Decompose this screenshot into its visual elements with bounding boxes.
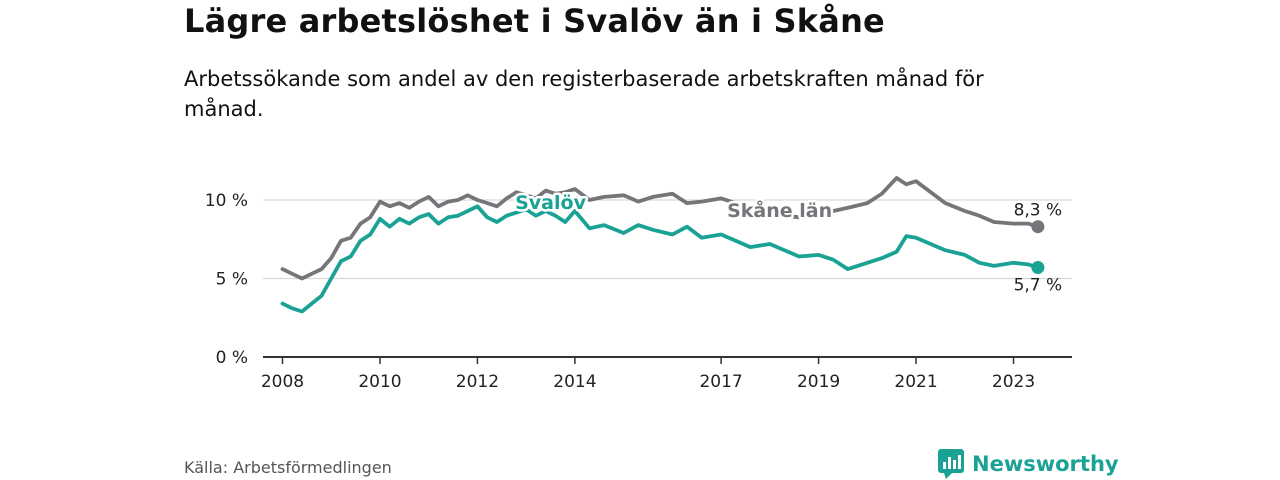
x-tick-label: 2012 — [456, 372, 499, 392]
x-tick-label: 2017 — [699, 372, 742, 392]
x-tick-label: 2023 — [992, 372, 1035, 392]
line-chart: 0 % 5 % 10 % 2008 2010 2012 2014 2017 2019 2021 2… — [205, 176, 1072, 392]
x-tick-label: 2010 — [358, 372, 401, 392]
y-tick-label: 5 % — [216, 270, 248, 290]
end-point-svalov — [1031, 261, 1045, 275]
brand-logo[interactable]: Newsworthy — [938, 449, 1119, 479]
end-value-label-skane: 8,3 % — [1014, 201, 1063, 221]
x-tick-label: 2019 — [797, 372, 840, 392]
x-tick-label: 2021 — [894, 372, 937, 392]
series-label-skane: Skåne län — [727, 198, 832, 222]
chart-title: Lägre arbetslöshet i Svalöv än i Skåne — [184, 2, 885, 40]
chart-subtitle: Arbetssökande som andel av den registerb… — [184, 67, 984, 121]
series-line-svalov — [280, 204, 1040, 314]
series-line-skane — [280, 176, 1040, 281]
end-point-skane — [1031, 220, 1045, 234]
end-value-label-svalov: 5,7 % — [1014, 276, 1063, 296]
y-tick-label: 10 % — [205, 191, 248, 211]
brand-name: Newsworthy — [972, 452, 1119, 476]
x-tick-label: 2008 — [261, 372, 304, 392]
source-text: Källa: Arbetsförmedlingen — [184, 458, 392, 477]
x-tick-label: 2014 — [553, 372, 596, 392]
newsworthy-logo-icon — [938, 449, 964, 479]
y-tick-label: 0 % — [216, 348, 248, 368]
series-label-svalov: Svalöv — [515, 192, 586, 214]
